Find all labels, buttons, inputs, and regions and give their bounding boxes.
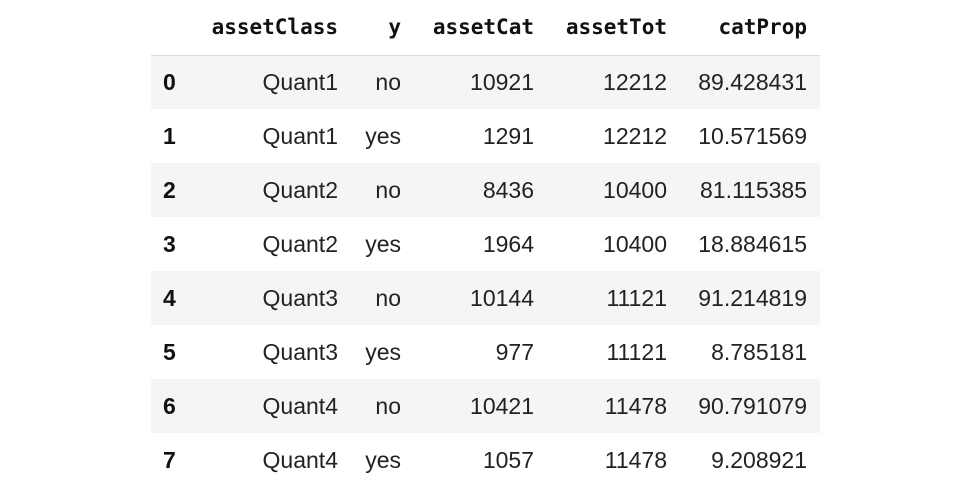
cell-y: no — [375, 392, 401, 419]
cell-assettot: 11478 — [604, 446, 667, 473]
cell-catprop: 90.791079 — [698, 392, 807, 419]
row-index: 6 — [163, 392, 176, 419]
cell-assetcat: 1057 — [482, 446, 534, 473]
row-index: 5 — [163, 338, 176, 365]
cell-assettot: 10400 — [603, 230, 667, 257]
table-row: 1 Quant1 yes 1291 12212 10.571569 — [151, 109, 820, 163]
header-index — [151, 0, 201, 56]
table-row: 5 Quant3 yes 977 11121 8.785181 — [151, 325, 820, 379]
cell-assetcat: 10144 — [470, 284, 534, 311]
table-header: assetClass y assetCat assetTot catProp — [151, 0, 820, 56]
cell-catprop: 8.785181 — [711, 338, 807, 365]
cell-assetclass: Quant3 — [262, 338, 338, 365]
cell-assetcat: 1291 — [482, 122, 534, 149]
dataframe-output: assetClass y assetCat assetTot catProp 0… — [151, 0, 820, 487]
cell-y: no — [375, 176, 401, 203]
header-row: assetClass y assetCat assetTot catProp — [151, 0, 820, 56]
cell-catprop: 89.428431 — [698, 68, 807, 95]
dataframe-table: assetClass y assetCat assetTot catProp 0… — [151, 0, 820, 487]
row-index: 1 — [163, 122, 176, 149]
cell-assetclass: Quant2 — [262, 176, 338, 203]
cell-assettot: 11121 — [606, 284, 667, 311]
cell-y: yes — [365, 338, 401, 365]
table-row: 4 Quant3 no 10144 11121 91.214819 — [151, 271, 820, 325]
cell-assettot: 12212 — [603, 68, 667, 95]
row-index: 0 — [163, 68, 176, 95]
row-index: 4 — [163, 284, 176, 311]
header-assetclass: assetClass — [201, 0, 351, 56]
row-index: 3 — [163, 230, 176, 257]
cell-y: yes — [365, 446, 401, 473]
cell-catprop: 18.884615 — [698, 230, 807, 257]
table-row: 3 Quant2 yes 1964 10400 18.884615 — [151, 217, 820, 271]
header-assettot: assetTot — [547, 0, 680, 56]
table-body: 0 Quant1 no 10921 12212 89.428431 1 Quan… — [151, 55, 820, 487]
cell-catprop: 91.214819 — [698, 284, 807, 311]
cell-y: yes — [365, 230, 401, 257]
cell-assetclass: Quant4 — [262, 392, 338, 419]
cell-assetclass: Quant1 — [262, 122, 338, 149]
cell-y: no — [375, 284, 401, 311]
header-assetcat: assetCat — [414, 0, 547, 56]
cell-catprop: 81.115385 — [699, 176, 807, 203]
cell-assettot: 12212 — [603, 122, 667, 149]
cell-catprop: 10.571569 — [698, 122, 807, 149]
cell-y: no — [375, 68, 401, 95]
row-index: 2 — [163, 176, 176, 203]
cell-assetclass: Quant3 — [262, 284, 338, 311]
row-index: 7 — [163, 446, 176, 473]
table-row: 6 Quant4 no 10421 11478 90.791079 — [151, 379, 820, 433]
header-y: y — [351, 0, 414, 56]
cell-assetcat: 10921 — [470, 68, 534, 95]
table-row: 7 Quant4 yes 1057 11478 9.208921 — [151, 433, 820, 487]
cell-assettot: 10400 — [603, 176, 667, 203]
cell-assettot: 11478 — [604, 392, 667, 419]
header-catprop: catProp — [680, 0, 820, 56]
table-row: 2 Quant2 no 8436 10400 81.115385 — [151, 163, 820, 217]
cell-assetclass: Quant2 — [262, 230, 338, 257]
cell-assetclass: Quant4 — [262, 446, 338, 473]
cell-assetcat: 8436 — [482, 176, 534, 203]
cell-assetcat: 10421 — [470, 392, 534, 419]
table-row: 0 Quant1 no 10921 12212 89.428431 — [151, 55, 820, 109]
cell-y: yes — [365, 122, 401, 149]
cell-assetclass: Quant1 — [262, 68, 338, 95]
cell-assetcat: 977 — [495, 338, 534, 365]
cell-catprop: 9.208921 — [711, 446, 807, 473]
cell-assetcat: 1964 — [482, 230, 534, 257]
cell-assettot: 11121 — [606, 338, 667, 365]
